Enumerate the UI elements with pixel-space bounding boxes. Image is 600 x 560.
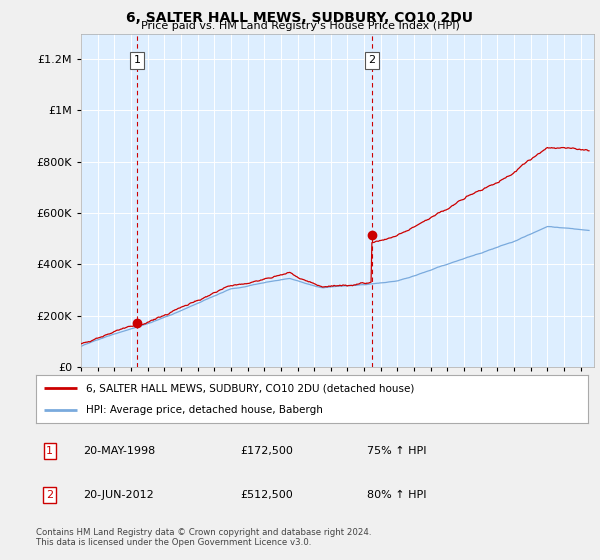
- Text: 20-JUN-2012: 20-JUN-2012: [83, 490, 154, 500]
- Text: Contains HM Land Registry data © Crown copyright and database right 2024.
This d: Contains HM Land Registry data © Crown c…: [36, 528, 371, 547]
- Text: 2: 2: [368, 55, 376, 66]
- Text: £512,500: £512,500: [240, 490, 293, 500]
- Text: 6, SALTER HALL MEWS, SUDBURY, CO10 2DU: 6, SALTER HALL MEWS, SUDBURY, CO10 2DU: [127, 11, 473, 25]
- Text: 80% ↑ HPI: 80% ↑ HPI: [367, 490, 427, 500]
- Text: 20-MAY-1998: 20-MAY-1998: [83, 446, 155, 456]
- Text: Price paid vs. HM Land Registry's House Price Index (HPI): Price paid vs. HM Land Registry's House …: [140, 21, 460, 31]
- Text: 6, SALTER HALL MEWS, SUDBURY, CO10 2DU (detached house): 6, SALTER HALL MEWS, SUDBURY, CO10 2DU (…: [86, 383, 414, 393]
- Text: £172,500: £172,500: [240, 446, 293, 456]
- Text: HPI: Average price, detached house, Babergh: HPI: Average price, detached house, Babe…: [86, 405, 323, 415]
- Text: 2: 2: [46, 490, 53, 500]
- Text: 75% ↑ HPI: 75% ↑ HPI: [367, 446, 427, 456]
- Text: 1: 1: [46, 446, 53, 456]
- Text: 1: 1: [134, 55, 141, 66]
